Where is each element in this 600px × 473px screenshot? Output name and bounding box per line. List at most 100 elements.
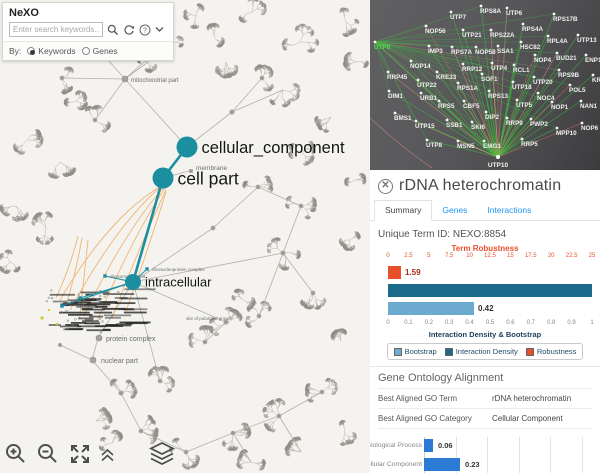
robustness-bottom-axis: 0 0.1 0.2 0.3 0.4 0.5 0.6 0.7 0.8 0.9 1 [386, 320, 593, 328]
radio-keywords-dot[interactable] [27, 47, 36, 55]
gene-label[interactable]: SOF1 [481, 76, 498, 83]
tab-interactions[interactable]: Interactions [487, 205, 532, 215]
gene-label[interactable]: UTP20 [533, 79, 553, 86]
gene-label[interactable]: SKI6 [471, 124, 485, 131]
gene-label[interactable]: NOC4 [537, 95, 555, 102]
term-label[interactable]: ribonucleoprotein complex [152, 267, 205, 272]
gene-label[interactable]: SSB1 [446, 122, 463, 129]
search-icon[interactable] [107, 24, 119, 36]
gene-label[interactable]: NOP6 [581, 125, 599, 132]
gridline [455, 437, 457, 473]
gene-label[interactable]: RPS4A [522, 26, 543, 33]
gene-label[interactable]: NAN1 [580, 103, 598, 110]
gene-label[interactable]: RPS13 [488, 93, 508, 100]
gene-label[interactable]: UTP15 [415, 123, 435, 130]
layers-icon[interactable] [148, 440, 176, 473]
gene-label[interactable]: DIP2 [485, 114, 499, 121]
gene-label[interactable]: UTP8 [426, 142, 443, 149]
gene-label[interactable]: SSA1 [497, 48, 514, 55]
gene-label[interactable]: URB1 [420, 95, 438, 102]
gene-label[interactable]: RRP12 [462, 66, 483, 73]
ontology-network-canvas[interactable]: mitochondrial part membrane protein comple… [0, 0, 370, 473]
gene-label[interactable]: RPS1A [457, 85, 478, 92]
gene-label[interactable]: UTP6 [506, 10, 523, 17]
go-alignment-table: Best Aligned GO Term rDNA heterochromati… [378, 388, 592, 429]
gene-label[interactable]: RPS7A [451, 49, 472, 56]
term-label[interactable]: cell part [178, 168, 239, 188]
gene-label[interactable]: IMP3 [428, 48, 443, 55]
gene-label[interactable]: UTP7 [450, 14, 467, 21]
axis-tick: 15 [507, 253, 514, 259]
zoom-in-icon[interactable] [4, 442, 28, 471]
gene-label[interactable]: NOP58 [475, 49, 496, 56]
gene-label[interactable]: NOP4 [534, 57, 552, 64]
gene-label[interactable]: RRP45 [387, 74, 408, 81]
radio-genes-dot[interactable] [81, 47, 90, 55]
interaction-edges [370, 5, 594, 169]
gene-label[interactable]: MPP10 [556, 130, 577, 137]
gene-label[interactable]: KRR1 [592, 77, 600, 84]
gene-label[interactable]: UTP4 [491, 65, 508, 72]
gene-label[interactable]: CBF5 [463, 103, 480, 110]
gene-label[interactable]: DIM1 [388, 93, 404, 100]
gene-label[interactable]: UTP9 [374, 44, 391, 51]
radio-genes[interactable]: Genes [81, 46, 118, 56]
gene-label[interactable]: KRE33 [436, 74, 457, 81]
gene-label[interactable]: EMG1 [483, 143, 501, 150]
gene-label[interactable]: MSN5 [457, 143, 475, 150]
term-node[interactable] [125, 274, 141, 290]
gene-label[interactable]: RPS22A [490, 32, 515, 39]
zoom-out-icon[interactable] [36, 442, 60, 471]
gene-label[interactable]: RPS9B [558, 72, 579, 79]
legend-swatch [525, 347, 534, 356]
fit-screen-icon[interactable] [68, 442, 92, 471]
ontology-network-svg[interactable]: mitochondrial part membrane protein comple… [0, 0, 370, 473]
collapse-chevron-icon[interactable] [155, 26, 164, 33]
gene-label[interactable]: BUD21 [556, 55, 577, 62]
gene-label[interactable]: UTP13 [577, 37, 597, 44]
close-icon[interactable]: ✕ [378, 178, 393, 194]
gene-label[interactable]: UTP5 [516, 102, 533, 109]
row-value: rDNA heterochromatin [492, 394, 572, 403]
reset-icon[interactable] [123, 24, 135, 36]
gene-label[interactable]: HSC82 [520, 44, 541, 51]
gene-label[interactable]: RRP5 [521, 141, 538, 148]
term-label[interactable]: mitochondrial part [131, 78, 179, 84]
detail-tabs: Summary Genes Interactions [370, 200, 600, 221]
gene-label[interactable]: RPS17B [553, 16, 578, 23]
term-label[interactable]: site of polarized growth [186, 316, 233, 321]
gene-label[interactable]: RRP9 [506, 120, 523, 127]
search-input[interactable] [9, 22, 103, 37]
gene-label[interactable]: RPS5 [438, 103, 455, 110]
gene-label[interactable]: NOP1 [551, 104, 569, 111]
interaction-network-panel[interactable]: RPS8A UTP6 RPS17B UTP7 NOP56 UTP21 RPS22A RPS4A… [370, 0, 600, 170]
term-label[interactable]: intracellular [145, 275, 212, 290]
gene-label[interactable]: PWP2 [530, 121, 548, 128]
term-label[interactable]: nuclear part [101, 358, 138, 365]
term-label[interactable]: cellular_component [202, 139, 346, 157]
term-node[interactable] [152, 167, 174, 189]
term-node[interactable] [176, 136, 198, 158]
gene-label[interactable]: BMS1 [394, 115, 412, 122]
help-icon[interactable]: ? [139, 24, 151, 36]
gene-label[interactable]: RCL1 [513, 67, 530, 74]
tab-summary[interactable]: Summary [374, 200, 433, 221]
double-chevron-up-icon[interactable] [100, 448, 115, 468]
gene-label[interactable]: UTP10 [488, 162, 509, 169]
gene-label[interactable]: ENP1 [585, 57, 600, 64]
gene-label[interactable]: UTP18 [512, 84, 532, 91]
radio-keywords[interactable]: Keywords [27, 46, 76, 56]
gene-label[interactable]: NOP14 [410, 63, 431, 70]
axis-tick: 2.5 [404, 253, 413, 259]
tab-genes[interactable]: Genes [442, 205, 468, 215]
gene-label[interactable]: POL5 [569, 87, 586, 94]
interaction-network-svg[interactable]: RPS8A UTP6 RPS17B UTP7 NOP56 UTP21 RPS22A RPS4A… [370, 0, 600, 170]
gene-label[interactable]: RPS8A [480, 8, 501, 15]
term-label[interactable]: protein complex [106, 336, 156, 343]
term-label[interactable]: membrane [196, 165, 227, 172]
gene-label[interactable]: RPL4A [547, 38, 568, 45]
axis-tick: 0.5 [485, 320, 495, 326]
gene-label[interactable]: UTP22 [417, 82, 437, 89]
gene-label[interactable]: UTP21 [462, 32, 482, 39]
gene-label[interactable]: NOP56 [425, 28, 446, 35]
